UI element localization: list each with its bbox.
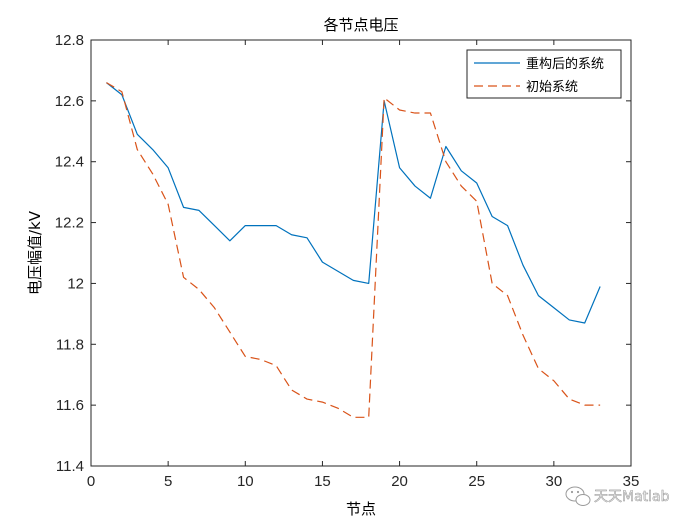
legend-box xyxy=(466,49,622,99)
y-axis-label: 电压幅值/kV xyxy=(26,210,44,295)
x-tick-label: 0 xyxy=(87,473,95,490)
watermark: 天天Matlab xyxy=(565,486,670,506)
plot-area xyxy=(90,39,632,467)
y-tick-label: 11.8 xyxy=(56,336,84,353)
y-tick-label: 12.4 xyxy=(55,154,84,171)
y-tick-label: 12.8 xyxy=(55,32,84,49)
y-tick-label: 11.4 xyxy=(56,458,84,475)
x-tick-label: 20 xyxy=(391,473,408,490)
series-line-1 xyxy=(106,82,601,324)
y-tick-label: 12 xyxy=(67,275,84,292)
x-tick-label: 25 xyxy=(468,473,485,490)
legend: 重构后的系统 初始系统 xyxy=(466,49,622,99)
y-tick-label: 11.6 xyxy=(56,397,84,414)
legend-label-series-1: 重构后的系统 xyxy=(526,56,604,72)
x-axis-label: 节点 xyxy=(346,500,376,518)
series-layer xyxy=(106,82,601,418)
x-tick-label: 5 xyxy=(164,473,172,490)
series-line-2 xyxy=(106,82,601,418)
wechat-icon xyxy=(565,486,591,506)
watermark-text: 天天Matlab xyxy=(594,489,670,505)
x-tick-label: 30 xyxy=(546,473,563,490)
chart-title: 各节点电压 xyxy=(323,16,398,34)
legend-label-series-2: 初始系统 xyxy=(526,80,578,95)
x-tick-label: 35 xyxy=(623,473,640,490)
y-tick-label: 12.6 xyxy=(55,93,84,110)
x-tick-label: 10 xyxy=(237,473,254,490)
x-tick-label: 15 xyxy=(314,473,331,490)
x-axis: 0 5 10 15 20 25 30 35 xyxy=(87,40,640,490)
y-axis: 11.4 11.6 11.8 12 12.2 12.4 12.6 12.8 xyxy=(55,32,631,475)
y-tick-label: 12.2 xyxy=(55,215,84,232)
